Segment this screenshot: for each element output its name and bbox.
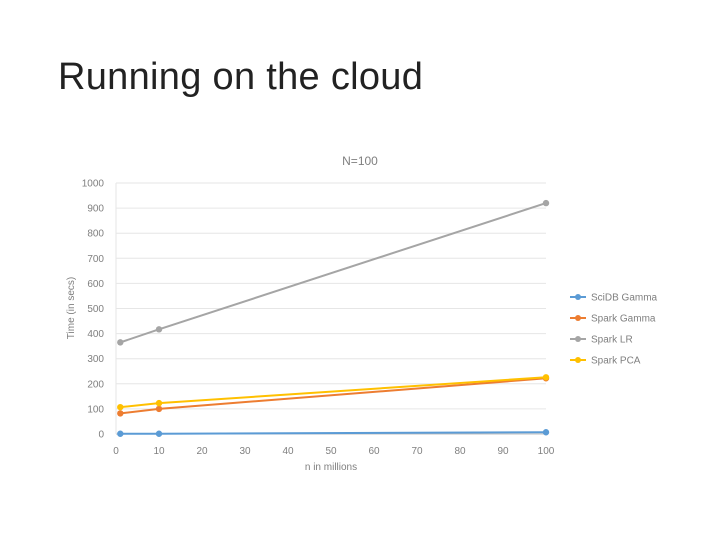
legend-item: Spark PCA [570, 356, 641, 367]
legend-swatch-marker [575, 357, 581, 363]
x-tick-label: 80 [454, 446, 466, 457]
data-point [155, 399, 163, 407]
x-tick-label: 50 [325, 446, 337, 457]
data-point [542, 374, 550, 381]
y-tick-label: 700 [87, 254, 104, 265]
legend: SciDB Gamma Spark Gamma Spark LR Spark PCA [570, 293, 658, 367]
x-tick-label: 0 [113, 446, 119, 457]
legend-swatch-marker [575, 336, 581, 342]
data-point [117, 339, 124, 346]
legend-label: SciDB Gamma [591, 293, 658, 304]
y-tick-label: 800 [87, 229, 104, 240]
y-tick-label: 500 [87, 304, 104, 315]
data-point [117, 430, 124, 437]
legend-label: Spark PCA [591, 356, 641, 367]
data-point [117, 403, 124, 411]
series-spark-pca [117, 374, 550, 411]
x-tick-label: 70 [411, 446, 423, 457]
y-axis-ticks: 0 100 200 300 400 500 600 700 800 900 1000 [82, 179, 105, 441]
y-tick-label: 400 [87, 329, 104, 340]
x-axis-ticks: 0 10 20 30 40 50 60 70 80 90 100 [113, 446, 555, 457]
x-tick-label: 40 [282, 446, 294, 457]
legend-item: Spark Gamma [570, 314, 656, 325]
gridlines [115, 182, 546, 435]
data-point [542, 199, 550, 207]
slide-title: Running on the cloud [58, 56, 424, 98]
y-tick-label: 0 [98, 430, 104, 441]
y-tick-label: 900 [87, 204, 104, 215]
data-point [155, 326, 163, 333]
y-axis-label: Time (in secs) [66, 277, 77, 339]
x-tick-label: 100 [538, 446, 555, 457]
y-tick-label: 1000 [82, 179, 105, 190]
x-tick-label: 90 [497, 446, 509, 457]
y-tick-label: 600 [87, 279, 104, 290]
series-group [117, 199, 550, 437]
y-tick-label: 200 [87, 379, 104, 390]
legend-label: Spark Gamma [591, 314, 656, 325]
data-point [542, 429, 550, 436]
x-tick-label: 10 [153, 446, 165, 457]
legend-label: Spark LR [591, 335, 633, 346]
x-tick-label: 30 [239, 446, 251, 457]
legend-item: Spark LR [570, 335, 633, 346]
x-tick-label: 60 [368, 446, 380, 457]
data-point [117, 410, 124, 417]
series-scidb-gamma [117, 429, 550, 437]
x-axis-label: n in millions [305, 462, 357, 473]
y-tick-label: 100 [87, 404, 104, 415]
legend-swatch-marker [575, 294, 581, 300]
data-point [155, 405, 163, 413]
legend-swatch-marker [575, 315, 581, 321]
legend-item: SciDB Gamma [570, 293, 658, 304]
series-line [120, 376, 547, 409]
series-spark-lr [117, 199, 550, 346]
data-point [155, 430, 163, 437]
y-tick-label: 300 [87, 354, 104, 365]
series-line [119, 202, 547, 344]
x-tick-label: 20 [196, 446, 208, 457]
chart-title: N=100 [342, 154, 378, 168]
